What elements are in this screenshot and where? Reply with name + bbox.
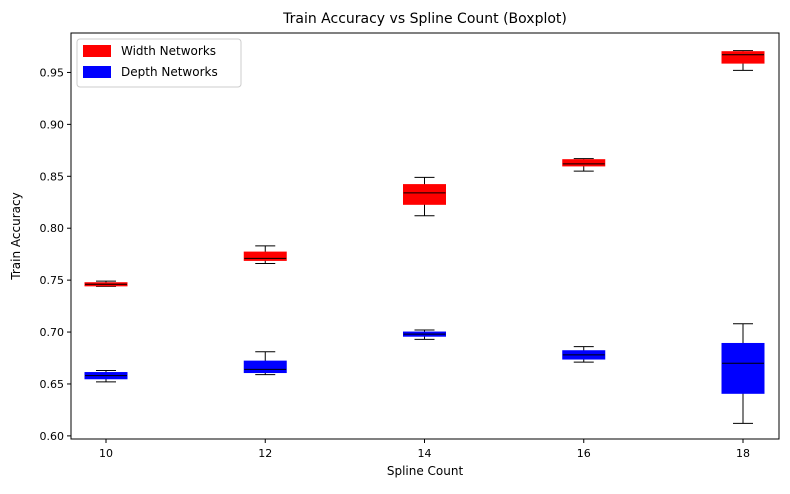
- box-0-3: [562, 158, 606, 172]
- plot-frame: [70, 32, 780, 440]
- y-tick-label-4: 0.80: [40, 222, 65, 235]
- y-axis-label: Train Accuracy: [9, 192, 23, 280]
- box-s1-c1-iqr-box: [243, 360, 287, 374]
- legend-swatch-1: [83, 66, 111, 78]
- legend-label-1: Depth Networks: [121, 65, 218, 79]
- x-axis-label: Spline Count: [387, 464, 464, 478]
- box-s0-c4-iqr-box: [721, 51, 765, 64]
- legend-label-0: Width Networks: [121, 44, 216, 58]
- x-tick-label-4: 18: [736, 447, 750, 460]
- y-tick-label-2: 0.70: [40, 326, 65, 339]
- box-1-3: [562, 346, 606, 363]
- x-tick-label-2: 14: [418, 447, 432, 460]
- axes: 0.60 0.65 0.70 0.75 0.80 0.85 0.90 0.95 10 12 14 16…: [40, 66, 751, 460]
- box-1-4: [721, 323, 765, 424]
- y-tick-label-3: 0.75: [40, 274, 65, 287]
- y-tick-label-1: 0.65: [40, 378, 65, 391]
- y-tick-label-6: 0.90: [40, 118, 65, 131]
- box-1-2: [403, 329, 446, 340]
- box-0-1: [243, 245, 287, 265]
- box-s1-c4-iqr-box: [721, 342, 765, 394]
- box-0-4: [721, 50, 765, 71]
- y-tick-label-0: 0.60: [40, 430, 65, 443]
- plot-area: [84, 50, 765, 424]
- x-tick-label-3: 16: [577, 447, 591, 460]
- x-tick-label-0: 10: [99, 447, 113, 460]
- box-0-0: [84, 280, 128, 287]
- legend-swatch-0: [83, 45, 111, 57]
- box-s0-c2-iqr-box: [403, 184, 446, 205]
- box-1-1: [243, 351, 287, 376]
- chart-title: Train Accuracy vs Spline Count (Boxplot): [282, 11, 567, 27]
- y-tick-label-7: 0.95: [40, 66, 65, 79]
- box-s0-c1-iqr-box: [243, 251, 287, 261]
- box-s0-c3-iqr-box: [562, 159, 606, 167]
- x-tick-label-1: 12: [258, 447, 272, 460]
- box-1-0: [84, 369, 128, 383]
- y-tick-label-5: 0.85: [40, 170, 65, 183]
- legend-frame: [76, 38, 242, 88]
- box-0-2: [403, 176, 446, 217]
- legend: Width Networks Depth Networks: [76, 38, 242, 88]
